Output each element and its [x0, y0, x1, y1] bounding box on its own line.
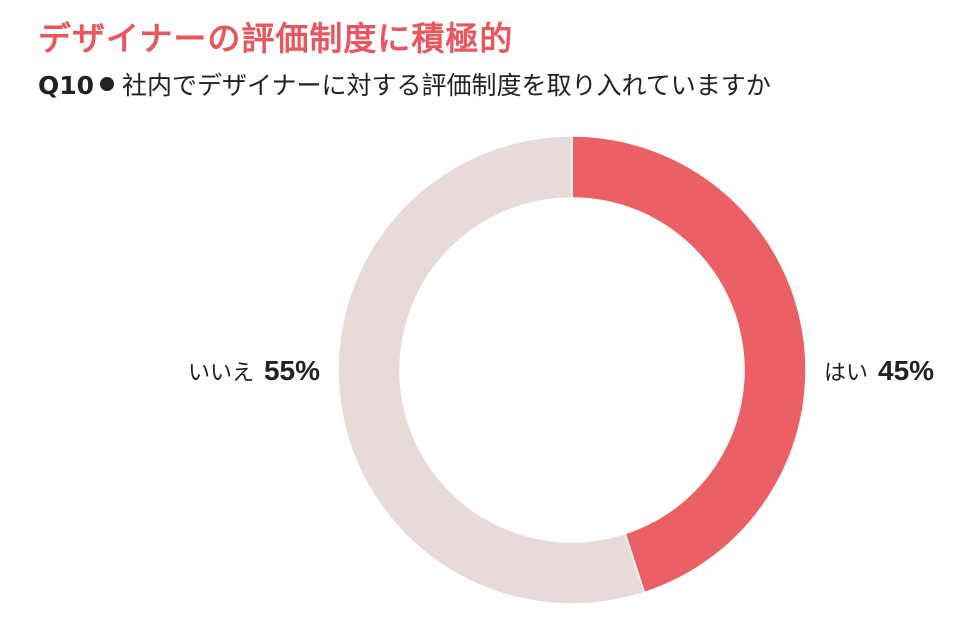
slice-label-no: いいえ 55%: [188, 355, 320, 386]
question-number: Q10: [38, 71, 95, 100]
bullet-icon: [100, 77, 115, 91]
donut-labels: はい 45% いいえ 55%: [188, 355, 934, 386]
slice-label-yes: はい 45%: [824, 355, 934, 386]
slice-no: [337, 135, 646, 605]
chart-title: デザイナーの評価制度に積極的: [38, 19, 514, 58]
slice-value: 45%: [878, 355, 934, 386]
slice-category: いいえ: [188, 361, 254, 386]
question-text: 社内でデザイナーに対する評価制度を取り入れていますか: [122, 71, 771, 100]
donut-slices: [337, 135, 807, 605]
slice-yes: [571, 135, 807, 594]
question-line: Q10 社内でデザイナーに対する評価制度を取り入れていますか: [38, 66, 771, 102]
slice-value: 55%: [264, 355, 320, 386]
slice-category: はい: [824, 361, 868, 386]
